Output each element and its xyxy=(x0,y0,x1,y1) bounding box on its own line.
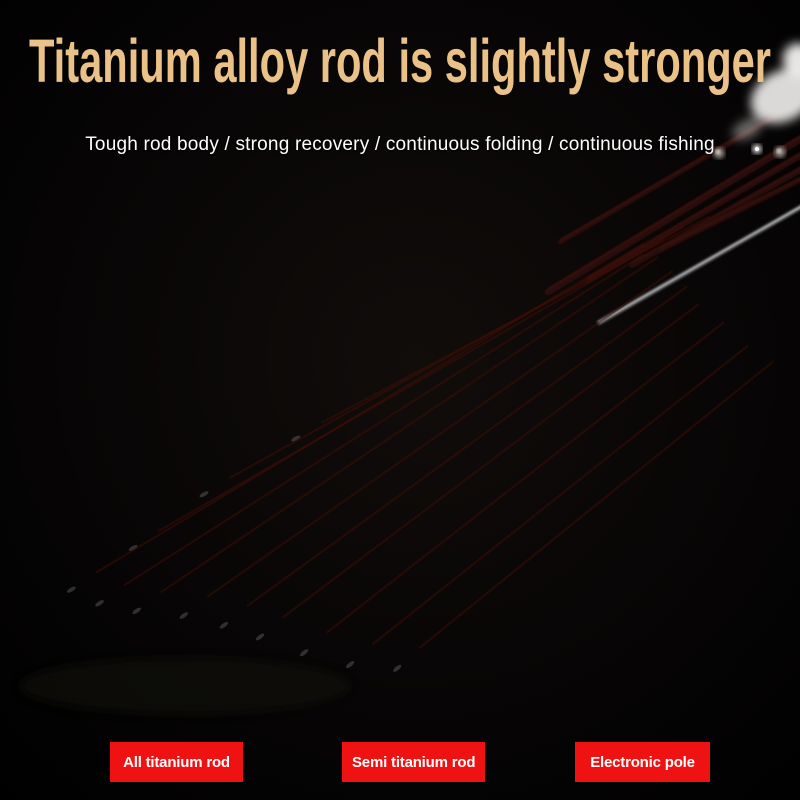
floor-glow xyxy=(20,658,350,714)
background-rods-layer xyxy=(20,43,800,714)
subtitle: Tough rod body / strong recovery / conti… xyxy=(85,134,715,155)
blur-highlight-dot-core xyxy=(754,146,760,152)
rod-butt-knob xyxy=(774,146,786,158)
rod-reflection xyxy=(393,360,775,672)
page-title: Titanium alloy rod is slightly stronger xyxy=(29,27,771,95)
grey-rod xyxy=(597,205,800,326)
bright-rods-layer xyxy=(66,215,775,672)
rod-reflection xyxy=(95,253,644,607)
rod-reflection xyxy=(132,256,659,615)
label-semi-titanium-rod[interactable]: Semi titanium rod xyxy=(342,742,486,782)
headline-banner: Titanium alloy rod is slightly stronger xyxy=(29,27,771,95)
rod-butt-knob xyxy=(713,147,725,159)
label-electronic-pole[interactable]: Electronic pole xyxy=(575,742,710,782)
rod-reflection xyxy=(299,321,725,657)
dark-rod-butt xyxy=(657,177,800,253)
rod-reflection xyxy=(219,285,688,629)
rod-reflection xyxy=(66,242,646,593)
dark-rod-butt xyxy=(544,135,800,296)
label-all-titanium-rod[interactable]: All titanium rod xyxy=(110,742,243,782)
rod-reflection xyxy=(255,303,699,641)
white-float xyxy=(732,43,800,140)
rod-reflection xyxy=(179,270,674,619)
rod-reflection xyxy=(346,344,749,668)
